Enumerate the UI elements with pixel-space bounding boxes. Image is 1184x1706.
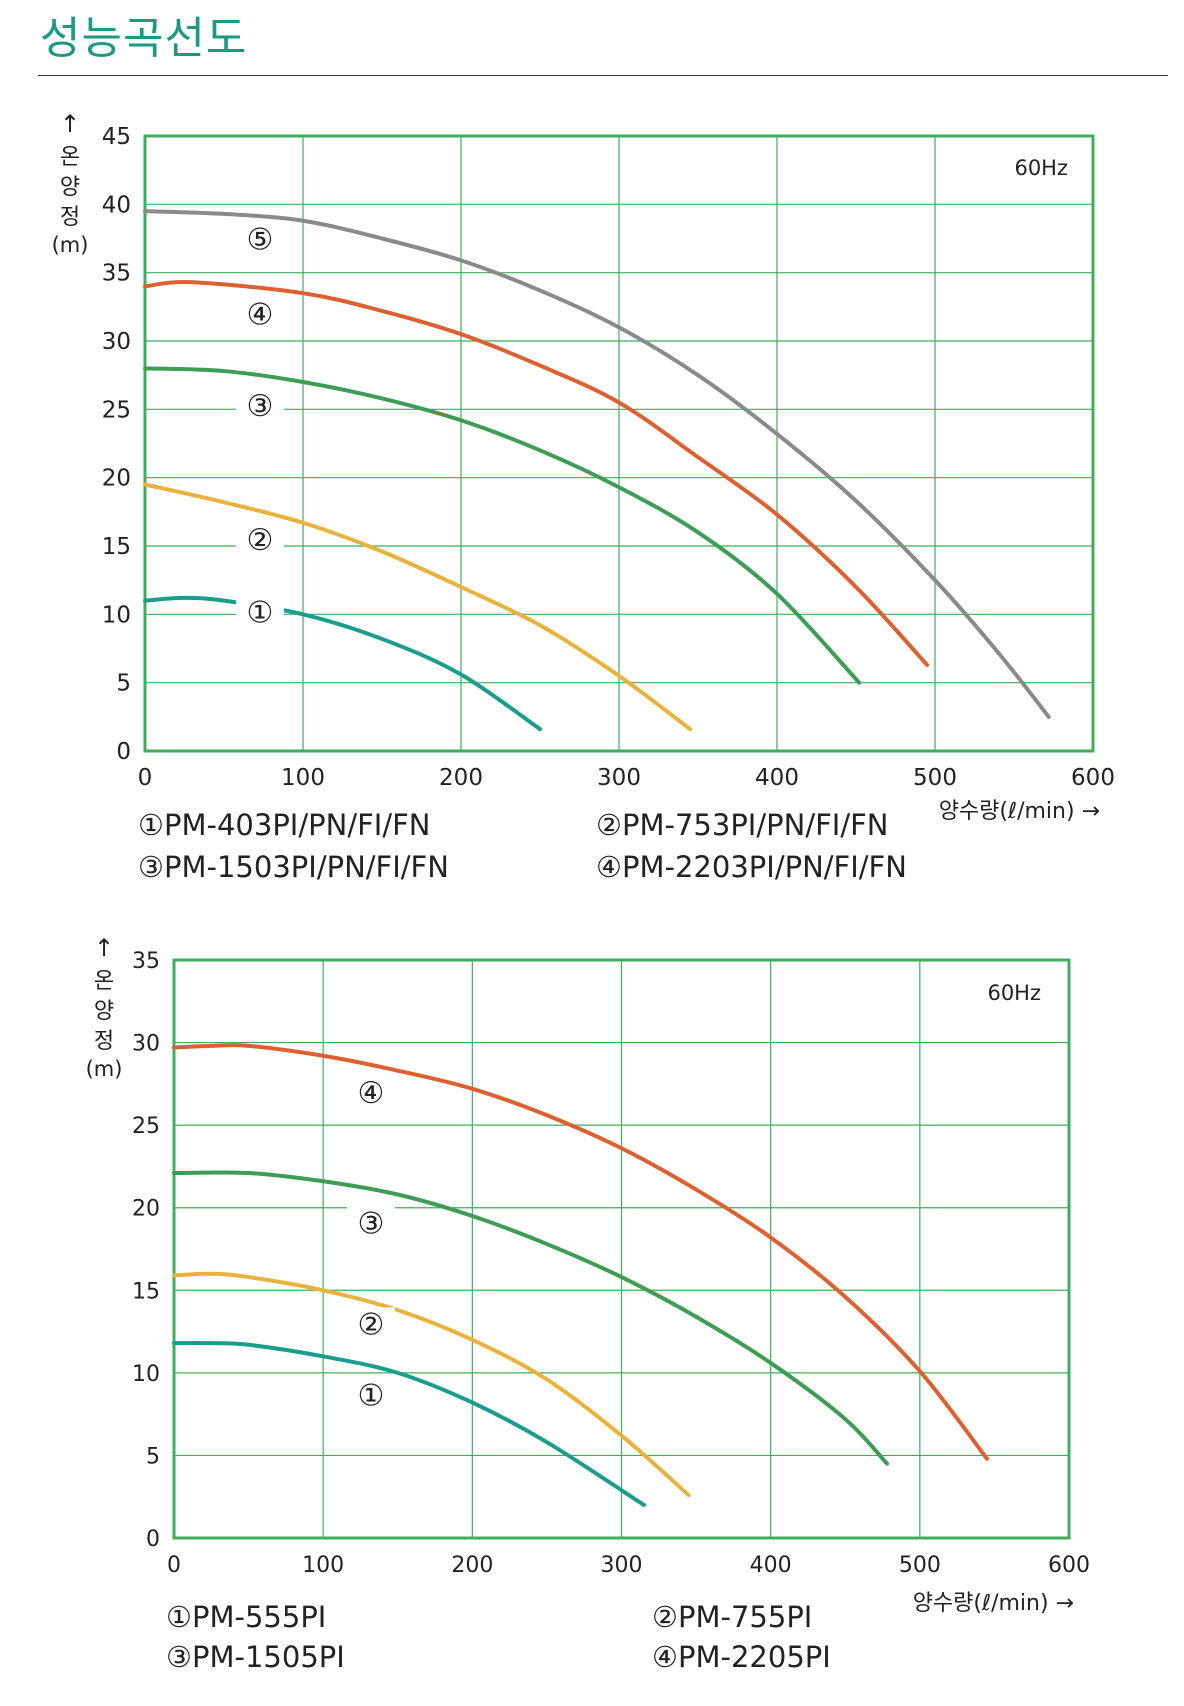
legend-item-top-1: ①PM-403PI/PN/FI/FN: [138, 808, 431, 842]
legend-item-bottom-4: ④PM-2205PI: [652, 1640, 831, 1674]
series-line-2: [143, 482, 693, 732]
y-axis-label-char: 정: [94, 1029, 114, 1054]
series-label-backing: [236, 297, 284, 330]
legend-item-top-2: ②PM-753PI/PN/FI/FN: [596, 808, 889, 842]
x-tick-label: 0: [167, 1553, 181, 1578]
x-tick-label: 600: [1071, 765, 1115, 791]
x-tick-label: 300: [597, 765, 641, 791]
y-tick-label: 40: [102, 192, 131, 218]
legend-item-bottom-1: ①PM-555PI: [166, 1600, 327, 1634]
series-label-4: ④: [247, 298, 274, 333]
legend-item-bottom-2: ②PM-755PI: [652, 1600, 813, 1634]
series-label-backing: [236, 222, 284, 255]
y-tick-label: 20: [102, 466, 131, 492]
series-line-2: [172, 1271, 691, 1498]
y-axis-label-arrow: ↑: [94, 934, 114, 962]
y-tick-label: 30: [132, 1032, 160, 1057]
y-tick-label: 10: [132, 1362, 160, 1387]
x-tick-label: 500: [913, 765, 957, 791]
performance-chart-bottom: 0 100 200 300 400 500 600 0 5 10 15 20 25 30 35 ↑ 온양정 (m)…: [86, 934, 1090, 1616]
x-tick-label: 100: [281, 765, 325, 791]
series-label-backing: [236, 523, 284, 556]
x-tick-label: 200: [451, 1553, 493, 1578]
legend-item-top-4: ④PM-2203PI/PN/FI/FN: [596, 850, 907, 884]
series-label-1: ①: [247, 596, 274, 631]
frequency-label: 60Hz: [1014, 156, 1068, 180]
series-label-5: ⑤: [247, 223, 274, 258]
series-line-1: [172, 1341, 646, 1507]
y-axis-label-char: 양: [60, 175, 80, 200]
y-tick-label: 5: [146, 1444, 160, 1469]
y-tick-label: 45: [102, 124, 131, 150]
y-tick-label: 25: [132, 1114, 160, 1139]
performance-chart-top: 0 100 200 300 400 500 600051015202530354045↑온양…: [52, 110, 1115, 824]
series-label-backing: [236, 595, 284, 628]
x-axis-label: 양수량(ℓ/min) →: [939, 799, 1100, 824]
y-axis-label-char: 온: [60, 145, 80, 170]
plot-frame: [172, 958, 1071, 1540]
x-tick-label: 0: [138, 765, 153, 791]
x-tick-label: 500: [899, 1553, 941, 1578]
series-label-3: ③: [358, 1207, 385, 1242]
y-axis-label-char: 양: [94, 999, 114, 1024]
series-label-backing: [347, 1378, 395, 1411]
x-tick-label: 300: [601, 1553, 643, 1578]
series-label-backing: [347, 1206, 395, 1239]
y-axis-label-unit: (m): [86, 1057, 123, 1081]
series-label-backing: [236, 389, 284, 422]
y-tick-label: 10: [102, 602, 131, 628]
y-axis-label-char: 정: [60, 205, 80, 230]
y-axis-label-unit: (m): [52, 233, 89, 257]
y-tick-label: 15: [132, 1279, 160, 1304]
series-label-2: ②: [358, 1307, 385, 1342]
y-tick-label: 20: [132, 1197, 160, 1222]
legend-item-top-3: ③PM-1503PI/PN/FI/FN: [138, 850, 449, 884]
y-axis-label-arrow: ↑: [60, 110, 80, 138]
series-label-4: ④: [358, 1076, 385, 1111]
y-tick-label: 0: [116, 739, 131, 765]
x-tick-label: 600: [1048, 1553, 1090, 1578]
title-divider: [38, 75, 1168, 76]
y-tick-label: 25: [102, 397, 131, 423]
series-line-3: [143, 366, 862, 685]
plot-frame: [143, 134, 1095, 753]
series-label-backing: [347, 1076, 395, 1109]
y-axis-label-char: 온: [94, 969, 114, 994]
series-label-3: ③: [247, 389, 274, 424]
y-tick-label: 15: [102, 534, 131, 560]
series-line-5: [143, 209, 1051, 719]
series-line-4: [143, 280, 930, 667]
x-tick-label: 100: [302, 1553, 344, 1578]
x-tick-label: 400: [750, 1553, 792, 1578]
series-line-1: [143, 595, 542, 732]
y-tick-label: 30: [102, 329, 131, 355]
series-label-backing: [347, 1307, 395, 1340]
y-tick-label: 0: [146, 1527, 160, 1552]
y-tick-label: 35: [132, 949, 160, 974]
frequency-label: 60Hz: [987, 981, 1041, 1005]
y-tick-label: 35: [102, 261, 131, 287]
x-axis-label: 양수량(ℓ/min) →: [913, 1591, 1074, 1616]
page-title: 성능곡선도: [40, 13, 248, 64]
x-tick-label: 200: [439, 765, 483, 791]
y-tick-label: 5: [116, 671, 131, 697]
series-label-1: ①: [358, 1378, 385, 1413]
legend-item-bottom-3: ③PM-1505PI: [166, 1640, 345, 1674]
series-line-3: [172, 1170, 890, 1466]
series-label-2: ②: [247, 523, 274, 558]
x-tick-label: 400: [755, 765, 799, 791]
series-line-4: [172, 1043, 989, 1461]
